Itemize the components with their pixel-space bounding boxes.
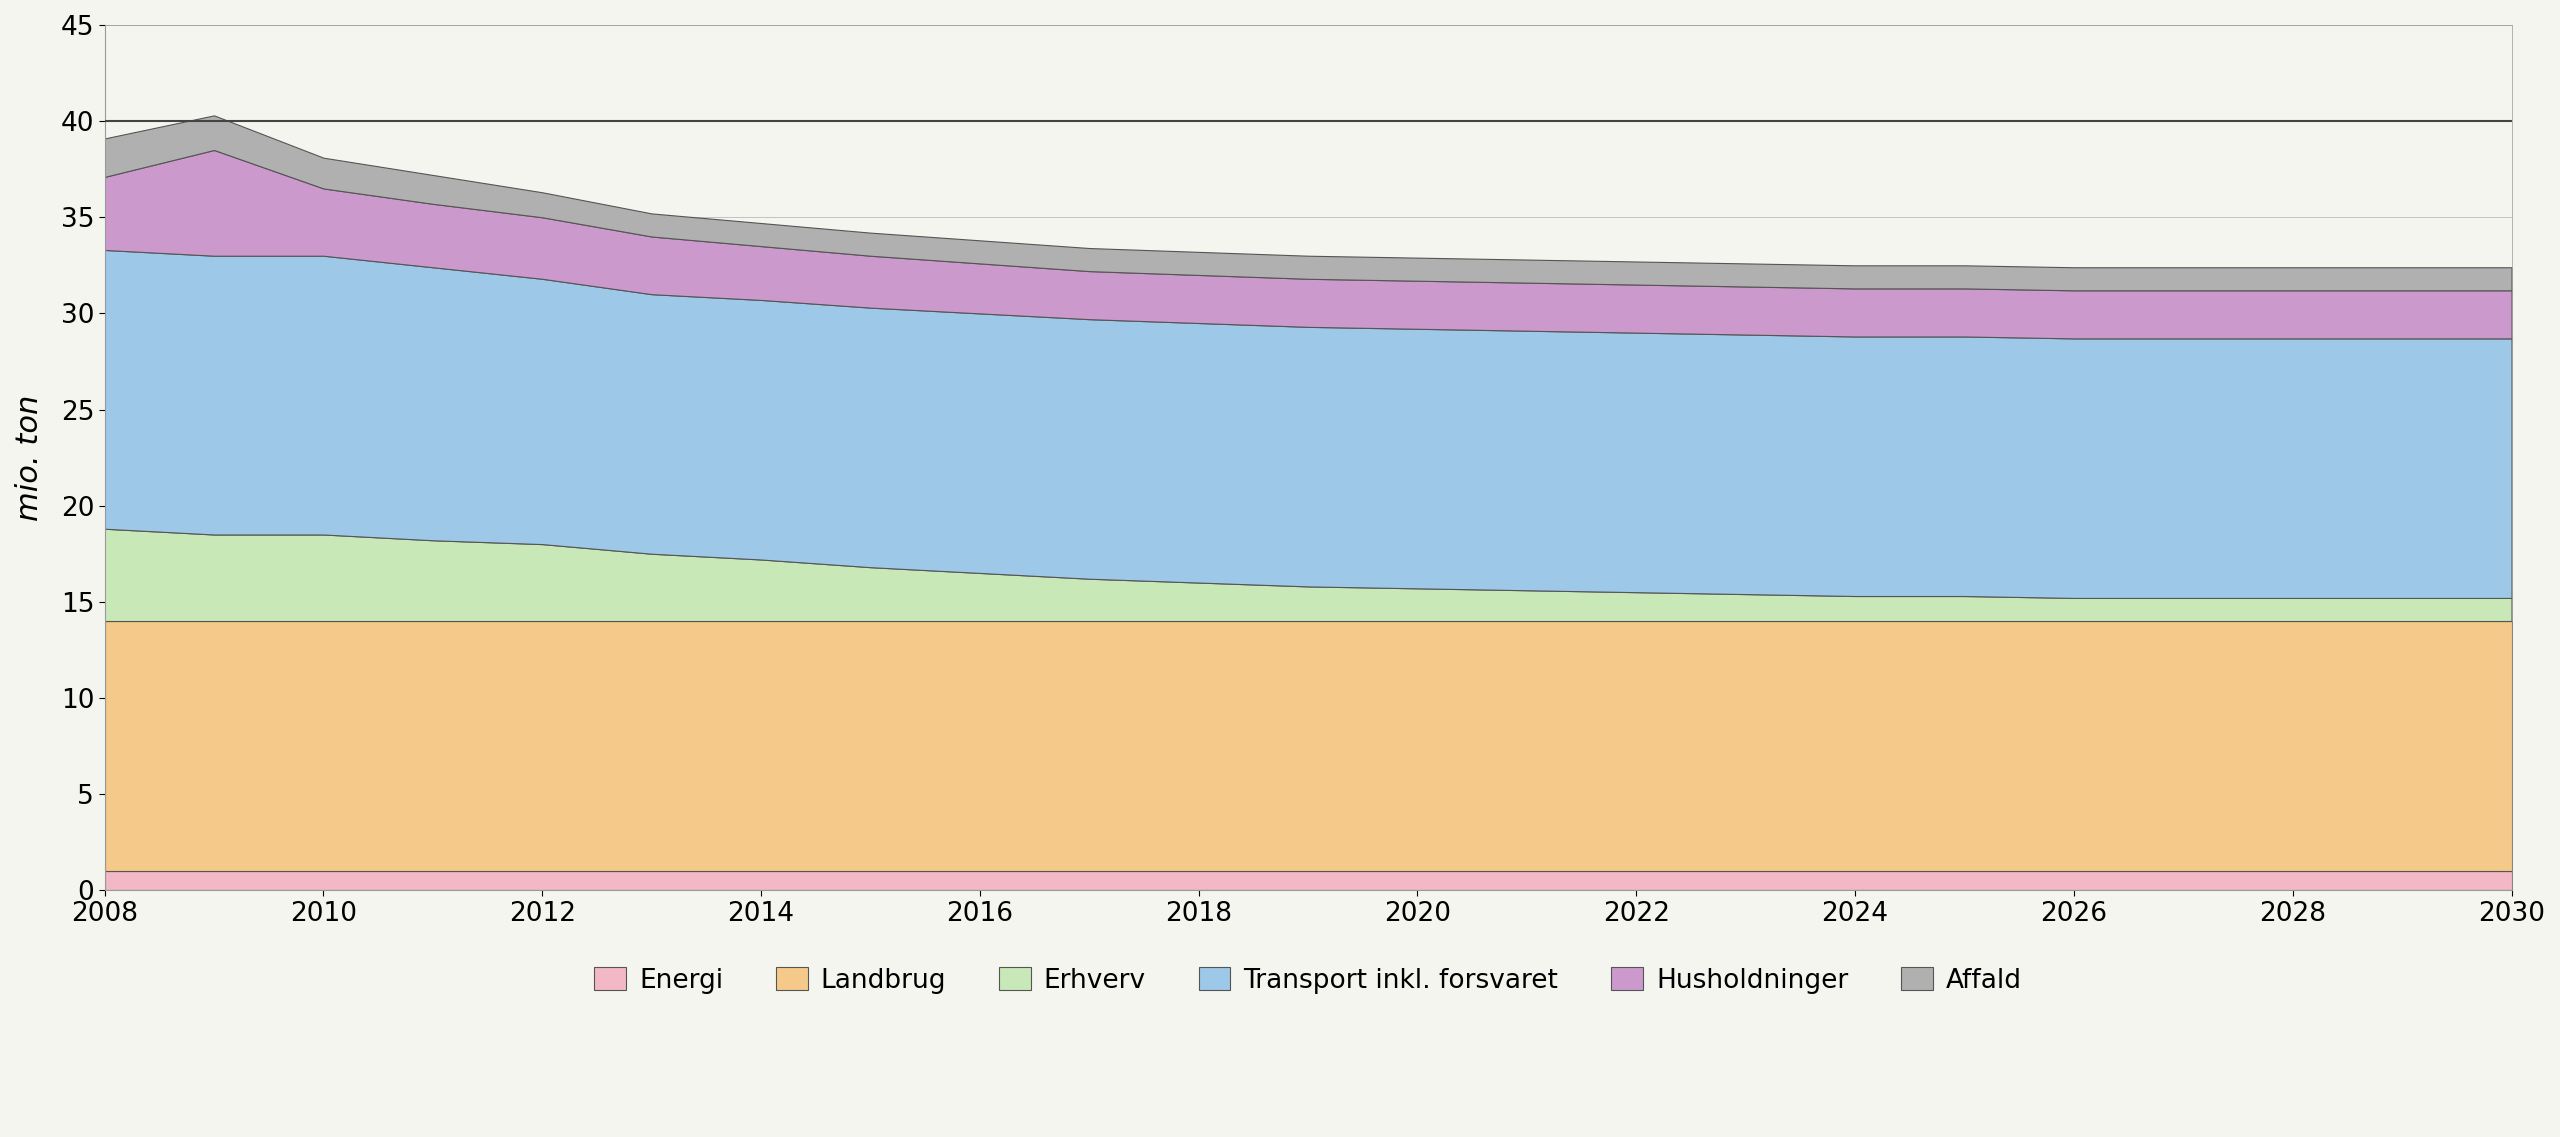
Y-axis label: mio. ton: mio. ton bbox=[15, 395, 44, 521]
Legend: Energi, Landbrug, Erhverv, Transport inkl. forsvaret, Husholdninger, Affald: Energi, Landbrug, Erhverv, Transport ink… bbox=[581, 954, 2035, 1006]
